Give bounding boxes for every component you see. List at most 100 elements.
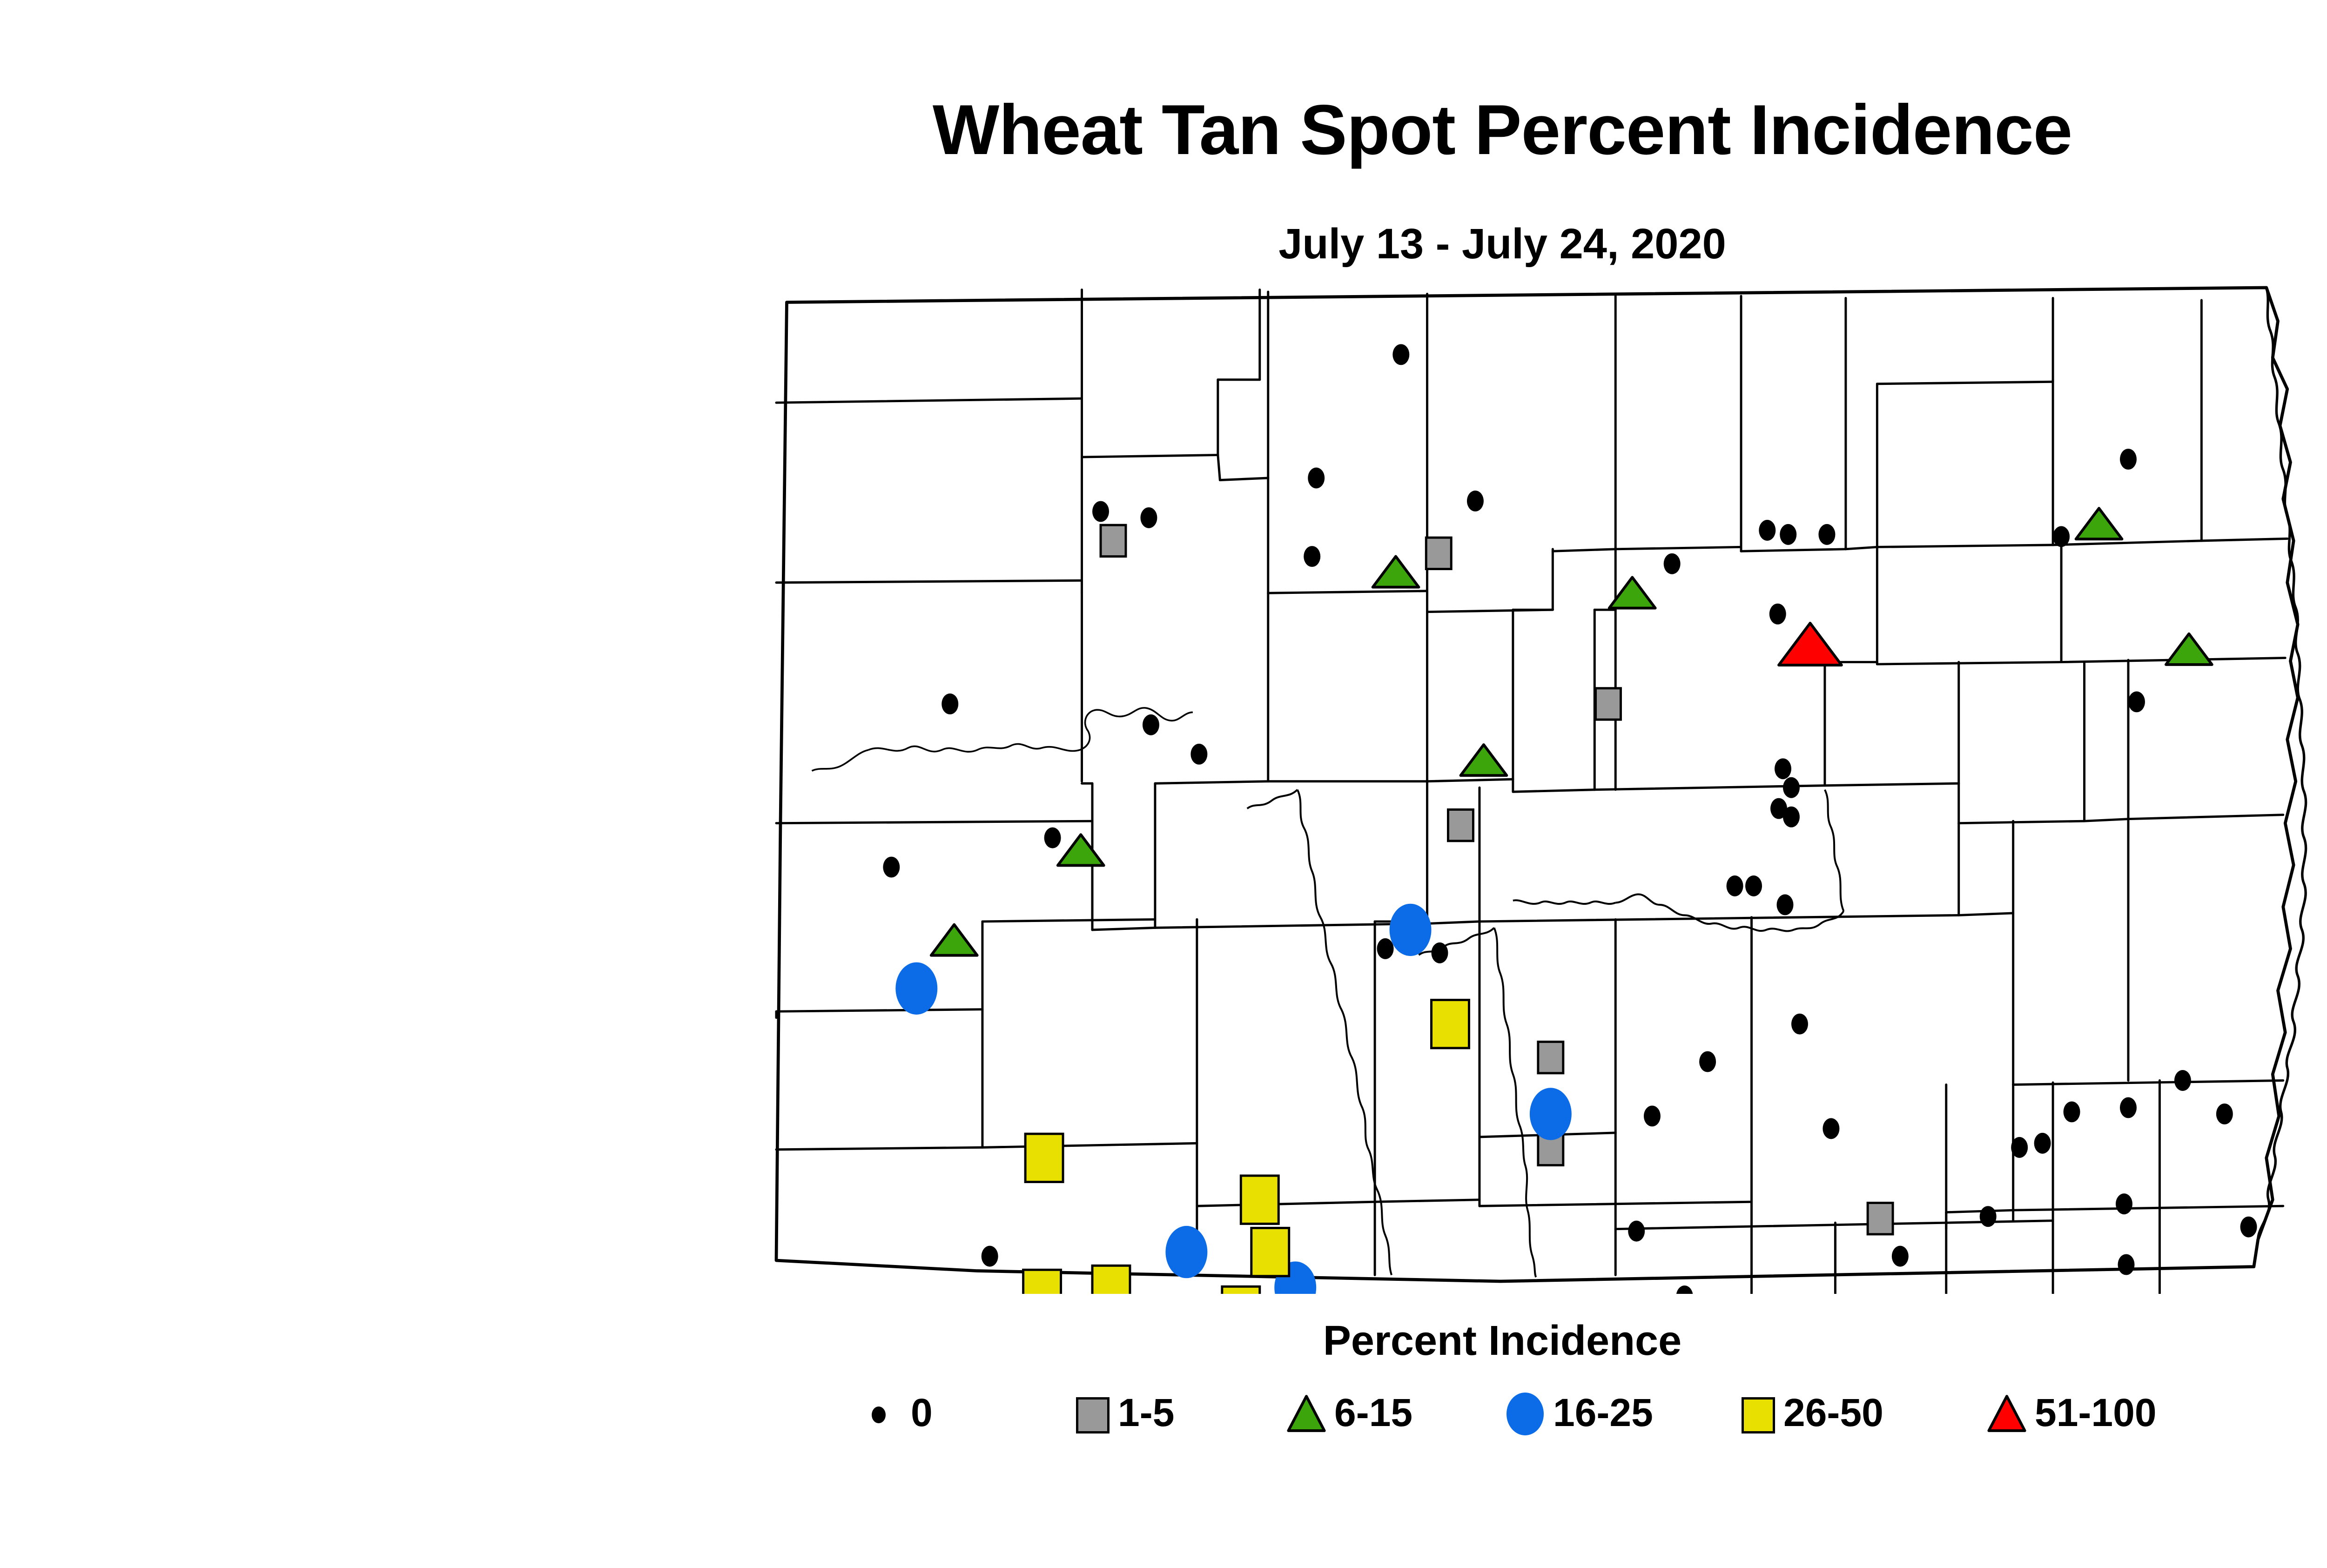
north-dakota-map[interactable] [768,279,2327,1294]
map-marker-0[interactable] [1775,758,1791,780]
map-marker-0[interactable] [1092,501,1109,522]
map-marker-1-5[interactable] [1594,687,1622,721]
map-marker-0[interactable] [2119,1097,2137,1118]
map-marker-16-25[interactable] [1165,1225,1208,1279]
map-marker-0[interactable] [1769,603,1786,625]
map-marker-0[interactable] [1979,1206,1997,1227]
map-marker-0[interactable] [981,1245,998,1267]
map-marker-26-50[interactable] [1430,999,1470,1050]
legend-item-51-100[interactable]: 51-100 [1983,1380,2157,1445]
map-marker-16-25[interactable] [895,962,938,1015]
map-marker-0[interactable] [2174,1070,2191,1091]
map-marker-0[interactable] [1663,553,1681,574]
map-marker-0[interactable] [1377,938,1394,959]
dot-icon [872,1406,886,1423]
map-marker-0[interactable] [883,856,900,878]
legend-swatch-triangle-icon [1983,1387,2027,1438]
map-marker-0[interactable] [1745,875,1762,896]
square-icon [1076,1397,1110,1433]
map-marker-26-50[interactable] [1239,1174,1280,1225]
circle-icon [1506,1393,1544,1435]
map-marker-0[interactable] [1308,467,1325,489]
map-marker-0[interactable] [2216,1103,2233,1124]
legend-label: 1-5 [1118,1391,1175,1434]
map-marker-1-5[interactable] [1425,536,1453,571]
legend-label: 26-50 [1783,1391,1883,1434]
map-data-points[interactable] [812,344,2293,1294]
map-marker-6-15[interactable] [2074,507,2124,541]
map-marker-26-50[interactable] [1250,1226,1291,1278]
map-container[interactable] [768,279,2327,1294]
map-marker-0[interactable] [1643,1105,1661,1127]
map-marker-6-15[interactable] [1607,576,1657,610]
legend-item-1-5[interactable]: 1-5 [1066,1380,1174,1445]
map-marker-0[interactable] [1628,1220,1645,1242]
map-marker-0[interactable] [1776,894,1794,915]
square-icon [1742,1397,1775,1433]
map-marker-0[interactable] [1726,875,1743,896]
map-marker-0[interactable] [1190,743,1208,765]
map-marker-0[interactable] [1676,1285,1693,1294]
red-river-border [2253,287,2307,1267]
map-marker-0[interactable] [1818,524,1836,545]
legend-title: Percent Incidence [1323,1318,1682,1364]
legend-swatch-dot-icon [859,1387,903,1438]
map-marker-0[interactable] [1304,546,1321,567]
map-marker-1-5[interactable] [1537,1040,1565,1075]
map-marker-0[interactable] [1780,524,1797,545]
map-marker-6-15[interactable] [1459,743,1508,777]
legend-label: 16-25 [1553,1391,1653,1434]
map-marker-0[interactable] [2053,526,2070,547]
map-marker-0[interactable] [2119,449,2137,470]
map-marker-6-15[interactable] [1056,833,1105,867]
map-marker-0[interactable] [942,693,959,714]
map-marker-0[interactable] [1142,714,1159,735]
legend-swatch-square-icon [1066,1387,1110,1438]
map-marker-0[interactable] [2116,1193,2132,1215]
map-marker-0[interactable] [1770,798,1787,819]
map-marker-0[interactable] [1140,507,1157,528]
map-marker-0[interactable] [2011,1137,2028,1158]
legend-label: 0 [911,1391,933,1434]
map-marker-0[interactable] [1431,942,1448,963]
map-marker-0[interactable] [1791,1013,1808,1035]
map-marker-0[interactable] [1782,806,1800,828]
legend-item-16-25[interactable]: 16-25 [1501,1380,1653,1445]
map-marker-0[interactable] [1392,344,1410,365]
map-marker-0[interactable] [1891,1245,1909,1267]
map-marker-0[interactable] [2118,1254,2135,1275]
map-marker-0[interactable] [1782,777,1800,798]
map-marker-26-50[interactable] [1091,1264,1131,1294]
map-marker-6-15[interactable] [2165,632,2213,666]
legend-item-26-50[interactable]: 26-50 [1731,1380,1883,1445]
triangle-icon [1987,1395,2026,1432]
map-marker-6-15[interactable] [929,923,979,957]
legend-swatch-square-icon [1731,1387,1776,1438]
map-marker-0[interactable] [2240,1216,2257,1238]
map-marker-51-100[interactable] [1777,621,1843,666]
map-marker-16-25[interactable] [1529,1088,1572,1140]
triangle-icon [1287,1395,1326,1432]
map-marker-26-50[interactable] [1221,1285,1261,1294]
map-marker-16-25[interactable] [1389,903,1432,956]
map-marker-0[interactable] [1044,827,1061,848]
map-marker-1-5[interactable] [1866,1202,1894,1236]
map-marker-1-5[interactable] [1537,1132,1565,1167]
map-marker-0[interactable] [2034,1132,2051,1154]
map-marker-1-5[interactable] [1099,524,1127,558]
map-marker-26-50[interactable] [1024,1132,1064,1183]
map-marker-0[interactable] [1759,519,1776,541]
map-marker-26-50[interactable] [1022,1268,1063,1294]
map-marker-1-5[interactable] [1447,808,1474,842]
map-marker-0[interactable] [2128,691,2145,713]
map-marker-0[interactable] [1699,1051,1716,1072]
legend-item-6-15[interactable]: 6-15 [1282,1380,1412,1445]
map-marker-0[interactable] [1823,1118,1840,1139]
legend-item-0[interactable]: 0 [859,1380,933,1445]
missouri-river-south [1513,789,1845,932]
map-marker-6-15[interactable] [1371,555,1420,589]
map-marker-0[interactable] [1466,490,1484,511]
legend-label: 6-15 [1334,1391,1413,1434]
map-marker-0[interactable] [2063,1101,2080,1123]
